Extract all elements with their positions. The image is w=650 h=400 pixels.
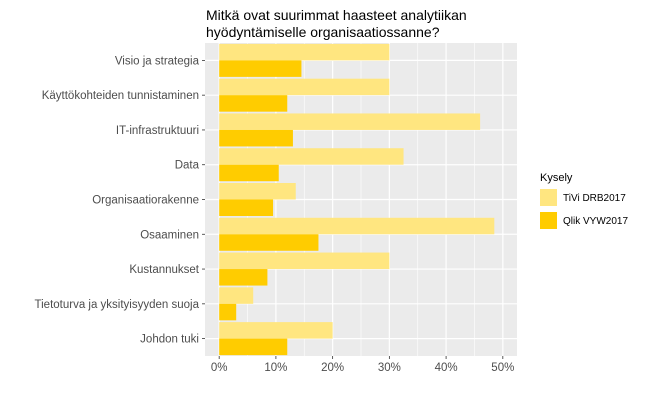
bar-tivi-6 xyxy=(219,252,390,270)
category-label: Kustannukset xyxy=(129,264,199,276)
chart-title-line-1: Mitkä ovat suurimmat haasteet analytiika… xyxy=(206,7,467,23)
bar-qlik-8 xyxy=(219,338,288,356)
bar-qlik-7 xyxy=(219,303,237,321)
x-tick-label: 40% xyxy=(435,362,458,374)
category-label: Johdon tuki xyxy=(140,334,199,346)
legend-swatch-qlik xyxy=(540,212,557,229)
x-tick-label: 30% xyxy=(378,362,401,374)
category-label: Organisaatiorakenne xyxy=(92,195,199,207)
legend-label-tivi: TiVi DRB2017 xyxy=(563,193,626,204)
bar-tivi-0 xyxy=(219,43,390,61)
legend-swatch-tivi xyxy=(540,189,557,206)
bar-tivi-2 xyxy=(219,113,481,130)
x-tick-label: 50% xyxy=(491,362,514,374)
bar-qlik-6 xyxy=(219,269,268,286)
bar-qlik-0 xyxy=(219,60,302,77)
category-label: IT-infrastruktuuri xyxy=(116,125,199,137)
legend: Kysely TiVi DRB2017 Qlik VYW2017 xyxy=(540,172,628,229)
x-tick-label: 0% xyxy=(211,362,228,374)
bar-qlik-4 xyxy=(219,199,274,216)
category-label: Käyttökohteiden tunnistaminen xyxy=(42,90,199,102)
bar-qlik-3 xyxy=(219,164,279,182)
bar-qlik-5 xyxy=(219,234,319,251)
category-labels: Visio ja strategia Käyttökohteiden tunnis… xyxy=(35,55,205,346)
bar-tivi-5 xyxy=(219,217,495,235)
bar-tivi-8 xyxy=(219,322,333,339)
category-label: Visio ja strategia xyxy=(115,55,200,67)
chart-title-line-2: hyödyntämiselle organisaatiossanne? xyxy=(206,24,440,40)
x-tick-label: 10% xyxy=(264,362,287,374)
bar-tivi-3 xyxy=(219,148,404,165)
bar-qlik-2 xyxy=(219,129,293,147)
bar-tivi-7 xyxy=(219,287,254,304)
category-label: Osaaminen xyxy=(140,229,199,241)
bars xyxy=(219,43,495,356)
x-tick-label: 20% xyxy=(321,362,344,374)
bar-tivi-1 xyxy=(219,78,390,96)
category-label: Data xyxy=(175,160,200,172)
bar-qlik-1 xyxy=(219,95,288,112)
legend-label-qlik: Qlik VYW2017 xyxy=(563,216,628,227)
x-axis-ticks: 0% 10% 20% 30% 40% 50% xyxy=(211,356,514,374)
bar-tivi-4 xyxy=(219,183,296,200)
category-label: Tietoturva ja yksityisyyden suoja xyxy=(35,299,200,311)
legend-title: Kysely xyxy=(540,172,573,184)
